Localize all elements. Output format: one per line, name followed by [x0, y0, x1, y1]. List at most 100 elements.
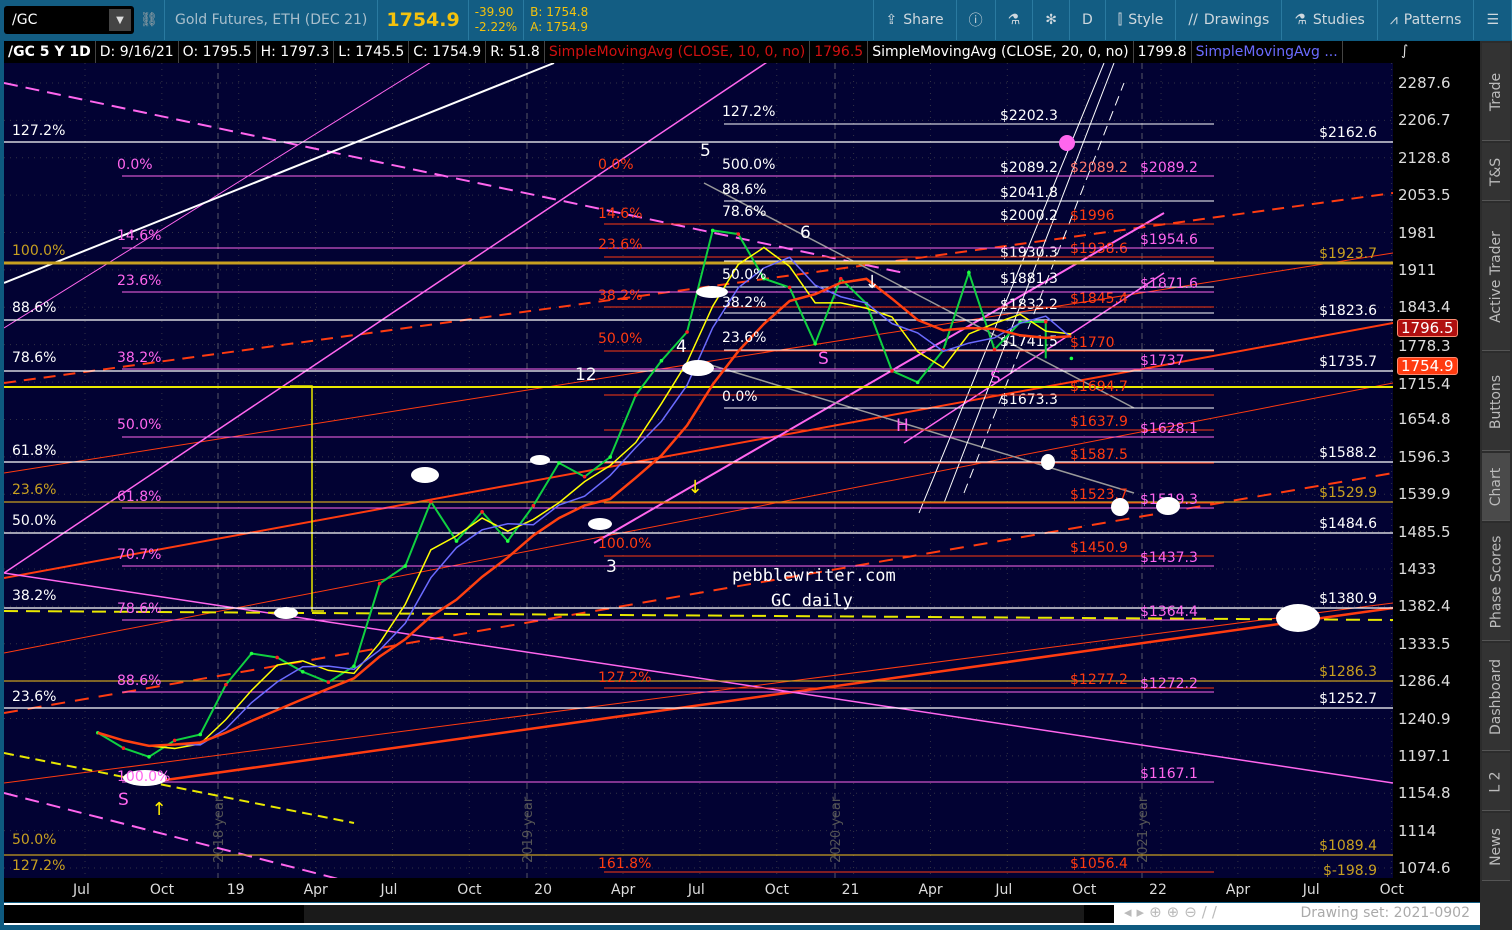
tab-label: News: [1488, 827, 1504, 866]
side-tab-chart[interactable]: Chart: [1482, 453, 1510, 521]
side-tab-news[interactable]: News: [1482, 813, 1510, 881]
fib-label: 127.2%: [598, 670, 652, 686]
gear-button[interactable]: ✻: [1033, 0, 1070, 40]
crosshair-icon[interactable]: ⊕: [1149, 903, 1167, 921]
price-point: [352, 664, 356, 668]
open-value: O: 1795.5: [179, 41, 257, 63]
date-tick: Oct: [1072, 882, 1097, 898]
price-point: [429, 499, 433, 504]
auto-scale-icon[interactable]: ∫: [1401, 43, 1409, 59]
flask-button[interactable]: ⚗: [996, 0, 1034, 40]
price-tick: 1286.4: [1398, 672, 1451, 691]
study-legend-item[interactable]: 1796.5: [810, 41, 869, 63]
gear-icon: ✻: [1045, 12, 1057, 28]
button-label: D: [1081, 12, 1093, 28]
side-tab-trade[interactable]: Trade: [1482, 43, 1510, 141]
divider: [164, 0, 165, 40]
arrow-icon: ↓: [864, 272, 879, 293]
level-label: $2202.3: [1000, 108, 1058, 124]
trendline: [703, 362, 1135, 494]
link-icon[interactable]: ⛓: [140, 12, 158, 28]
symbol-selector[interactable]: /GC ▼: [4, 6, 134, 34]
d-button[interactable]: D: [1070, 0, 1106, 40]
horizontal-scrollbar[interactable]: [4, 905, 1114, 923]
price-tick: 2287.6: [1398, 74, 1451, 92]
change-value: -39.90: [474, 5, 514, 19]
drawings-button[interactable]: // Drawings: [1176, 0, 1283, 40]
side-tab-active-trader[interactable]: Active Trader: [1482, 203, 1510, 351]
price-axis[interactable]: ∫ 2287.6 2206.7 2128.8 2053.5 1981 1911 1843.4…: [1393, 41, 1480, 902]
date-axis[interactable]: Jul Oct 19 Apr Jul Oct 20 Apr Jul Oct 21 Apr Jul Oct 2…: [4, 878, 1404, 902]
price-chart[interactable]: 2018 year 2019 year 2020 year 2021 year $216…: [4, 63, 1393, 878]
side-tab-dashboard[interactable]: Dashboard: [1482, 643, 1510, 751]
study-legend-item[interactable]: 1799.8: [1134, 41, 1192, 63]
study-legend-item[interactable]: SimpleMovingAvg (CLOSE, 10, 0, no): [545, 41, 811, 63]
side-tab-buttons[interactable]: Buttons: [1482, 353, 1510, 451]
zoom-tools[interactable]: ◂▸⊕⊕⊖//: [1124, 903, 1222, 921]
studies-button[interactable]: ⚗ Studies: [1282, 0, 1378, 40]
side-tab-l-2[interactable]: L 2: [1482, 753, 1510, 811]
tab-label: L 2: [1487, 770, 1504, 793]
trendline: [4, 63, 555, 284]
flask-icon: ⚗: [1294, 12, 1307, 28]
button-label: Style: [1128, 12, 1164, 28]
tab-label: Dashboard: [1488, 658, 1504, 735]
drawing-set[interactable]: Drawing set: 2021-0902: [1300, 905, 1470, 921]
patterns-button[interactable]: ⩘ Patterns: [1378, 0, 1475, 40]
side-tab-t-s[interactable]: T&S: [1482, 143, 1510, 201]
side-tab-phase-scores[interactable]: Phase Scores: [1482, 523, 1510, 641]
price-tick: 1240.9: [1398, 709, 1451, 728]
price-tick: 1596.3: [1398, 447, 1451, 466]
tab-label: Buttons: [1488, 374, 1505, 429]
date-tick: Apr: [611, 882, 636, 898]
wave-label: 12: [575, 365, 597, 385]
fib-label: 88.6%: [12, 300, 57, 316]
fib-label: 127.2%: [12, 123, 66, 139]
pivot-marker: [123, 770, 167, 786]
zoom-in-icon[interactable]: ⊕: [1166, 903, 1185, 921]
trendline: [4, 63, 431, 329]
pivot-marker: [696, 286, 728, 298]
price-point: [736, 232, 741, 236]
price-point: [1043, 319, 1048, 324]
chart-canvas: 2018 year 2019 year 2020 year 2021 year $216…: [4, 63, 1393, 878]
drawing-icon[interactable]: //: [1201, 903, 1222, 921]
menu-button[interactable]: ☰: [1474, 0, 1512, 40]
price-tick: 1539.9: [1398, 485, 1451, 504]
low-value: L: 1745.5: [334, 41, 410, 63]
study-legend-item[interactable]: SimpleMovingAvg (CLOSE, 20, 0, no): [868, 41, 1134, 63]
chart-title: /GC 5 Y 1D: [4, 41, 96, 63]
level-label: $1823.6: [1319, 303, 1377, 319]
price-point: [172, 738, 177, 743]
tab-label: Active Trader: [1488, 230, 1504, 323]
zoom-out-icon[interactable]: ⊖: [1184, 903, 1202, 921]
fib-label: 500.0%: [722, 157, 776, 173]
price-tick: 1382.4: [1398, 597, 1451, 616]
fib-label: 0.0%: [722, 389, 758, 405]
scrollbar-thumb[interactable]: [304, 905, 1084, 923]
info-button[interactable]: ⓘ: [957, 0, 996, 40]
price-point: [992, 347, 997, 352]
scrollbar-row: ◂▸⊕⊕⊖// Drawing set: 2021-0902: [4, 903, 1480, 925]
price-point: [326, 680, 331, 685]
price-point: [531, 503, 536, 508]
trendline: [143, 606, 1393, 785]
level-label: $2089.2: [1070, 160, 1128, 176]
pivot-marker: [1276, 604, 1320, 632]
pan-icon[interactable]: ◂▸: [1124, 903, 1150, 921]
spacer: [594, 0, 874, 40]
style-button[interactable]: ⫿ Style: [1106, 0, 1177, 40]
date-tick: Oct: [149, 882, 175, 898]
fib-label: 38.2%: [598, 288, 643, 304]
trendline: [4, 752, 355, 824]
fib-label: 23.6%: [598, 237, 643, 253]
study-legend-item[interactable]: SimpleMovingAvg ...: [1192, 41, 1343, 63]
chevron-down-icon[interactable]: ▼: [109, 9, 131, 31]
change-percent: -2.22%: [474, 20, 518, 34]
price-point: [787, 285, 792, 290]
fib-label: 0.0%: [117, 157, 153, 173]
date-value: D: 9/16/21: [96, 41, 179, 63]
level-label: $1167.1: [1140, 766, 1198, 782]
share-button[interactable]: ⇪ Share: [874, 0, 957, 40]
price-tick: 1074.6: [1398, 859, 1451, 877]
